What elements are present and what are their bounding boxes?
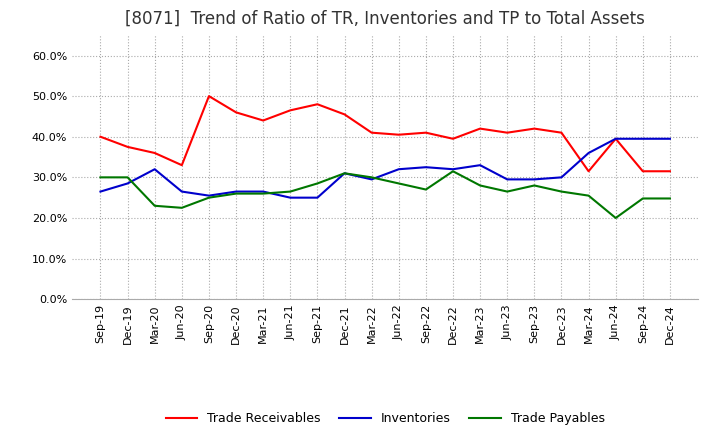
Trade Payables [232, 191, 240, 196]
Title: [8071]  Trend of Ratio of TR, Inventories and TP to Total Assets: [8071] Trend of Ratio of TR, Inventories… [125, 10, 645, 28]
Trade Receivables [665, 169, 674, 174]
Trade Receivables [123, 144, 132, 150]
Trade Payables [286, 189, 294, 194]
Trade Receivables [232, 110, 240, 115]
Trade Payables [557, 189, 566, 194]
Trade Payables [96, 175, 105, 180]
Trade Receivables [395, 132, 403, 137]
Trade Receivables [367, 130, 376, 136]
Trade Receivables [557, 130, 566, 136]
Trade Receivables [639, 169, 647, 174]
Line: Inventories: Inventories [101, 139, 670, 198]
Trade Payables [395, 181, 403, 186]
Trade Payables [611, 215, 620, 220]
Trade Payables [639, 196, 647, 201]
Inventories [503, 177, 511, 182]
Inventories [96, 189, 105, 194]
Trade Payables [421, 187, 430, 192]
Trade Payables [584, 193, 593, 198]
Trade Payables [665, 196, 674, 201]
Line: Trade Payables: Trade Payables [101, 171, 670, 218]
Inventories [639, 136, 647, 141]
Trade Receivables [286, 108, 294, 113]
Inventories [313, 195, 322, 200]
Inventories [204, 193, 213, 198]
Trade Receivables [503, 130, 511, 136]
Trade Receivables [449, 136, 457, 141]
Inventories [584, 150, 593, 156]
Line: Trade Receivables: Trade Receivables [101, 96, 670, 171]
Inventories [611, 136, 620, 141]
Inventories [665, 136, 674, 141]
Inventories [395, 167, 403, 172]
Inventories [421, 165, 430, 170]
Trade Payables [259, 191, 268, 196]
Trade Payables [530, 183, 539, 188]
Trade Receivables [150, 150, 159, 156]
Trade Receivables [313, 102, 322, 107]
Inventories [150, 167, 159, 172]
Trade Payables [476, 183, 485, 188]
Legend: Trade Receivables, Inventories, Trade Payables: Trade Receivables, Inventories, Trade Pa… [161, 407, 610, 430]
Inventories [476, 162, 485, 168]
Trade Receivables [178, 162, 186, 168]
Inventories [557, 175, 566, 180]
Trade Payables [313, 181, 322, 186]
Inventories [530, 177, 539, 182]
Inventories [232, 189, 240, 194]
Inventories [259, 189, 268, 194]
Trade Receivables [476, 126, 485, 131]
Inventories [123, 181, 132, 186]
Trade Receivables [204, 93, 213, 99]
Trade Payables [341, 171, 349, 176]
Trade Receivables [611, 136, 620, 141]
Trade Payables [123, 175, 132, 180]
Inventories [341, 171, 349, 176]
Trade Receivables [530, 126, 539, 131]
Inventories [367, 177, 376, 182]
Trade Payables [204, 195, 213, 200]
Trade Payables [503, 189, 511, 194]
Trade Receivables [96, 134, 105, 139]
Trade Receivables [259, 118, 268, 123]
Trade Payables [150, 203, 159, 209]
Trade Payables [367, 175, 376, 180]
Trade Receivables [421, 130, 430, 136]
Trade Payables [178, 205, 186, 210]
Trade Receivables [584, 169, 593, 174]
Trade Receivables [341, 112, 349, 117]
Inventories [178, 189, 186, 194]
Trade Payables [449, 169, 457, 174]
Inventories [286, 195, 294, 200]
Inventories [449, 167, 457, 172]
